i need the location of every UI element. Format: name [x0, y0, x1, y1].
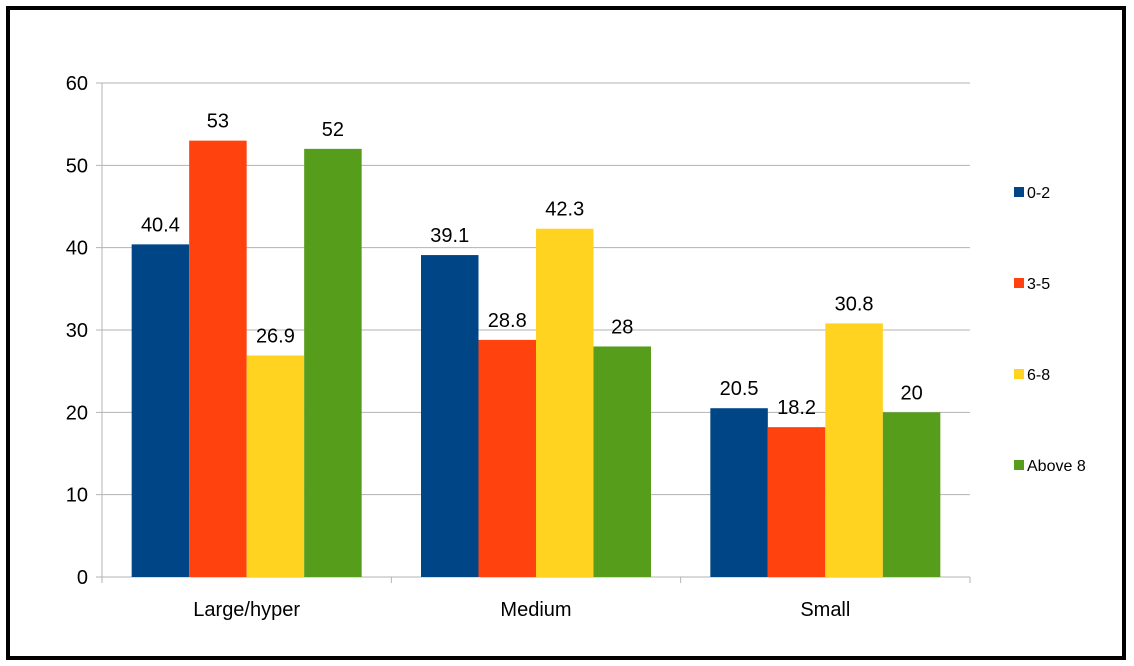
data-labels: 40.4 53 26.9 52 39.1 28.8 42.3 28 20.5 18.2 30.8 20: [141, 111, 923, 420]
bar-0-2: [246, 355, 305, 577]
legend-swatch-2: [1014, 369, 1024, 379]
data-label-1-1: 28.8: [488, 310, 527, 332]
data-label-0-0: 40.4: [141, 214, 180, 236]
legend-swatch-3: [1014, 460, 1024, 470]
data-label-1-2: 42.3: [545, 199, 584, 221]
bar-0-1: [189, 140, 247, 577]
y-tick-label-0: 0: [77, 567, 88, 589]
bar-1-3: [593, 346, 651, 577]
data-label-2-2: 30.8: [835, 293, 874, 315]
y-tick-label-50: 50: [66, 155, 88, 177]
x-tick-label-2: Small: [800, 599, 850, 621]
bar-2-2: [825, 323, 883, 577]
bar-2-3: [882, 412, 941, 577]
legend: 0-2 3-5 6-8 Above 8: [1014, 185, 1086, 475]
legend-swatch-1: [1014, 278, 1024, 288]
y-tick-label-40: 40: [66, 238, 88, 260]
legend-label-1: 3-5: [1027, 276, 1050, 293]
data-label-2-3: 20: [900, 382, 922, 404]
y-tick-label-10: 10: [66, 485, 88, 507]
x-tick-label-0: Large/hyper: [193, 599, 300, 621]
chart-frame: 0 10 20 30 40 50 60 Large/hyper Medium Small 40.4…: [6, 6, 1126, 660]
bar-chart: 0 10 20 30 40 50 60 Large/hyper Medium Small 40.4…: [66, 73, 1086, 621]
bar-1-2: [536, 228, 594, 578]
legend-label-3: Above 8: [1027, 458, 1086, 475]
bar-1-1: [478, 339, 536, 577]
data-label-1-3: 28: [611, 316, 633, 338]
bar-0-3: [304, 148, 362, 577]
data-label-0-1: 53: [207, 111, 229, 133]
data-label-2-1: 18.2: [777, 397, 816, 419]
data-label-2-0: 20.5: [720, 378, 759, 400]
bar-2-1: [767, 427, 826, 577]
bars: [131, 140, 941, 578]
x-tick-label-1: Medium: [500, 599, 571, 621]
legend-swatch-0: [1014, 187, 1024, 197]
data-label-0-3: 52: [322, 119, 344, 141]
bar-2-0: [710, 408, 768, 577]
legend-label-0: 0-2: [1027, 185, 1050, 202]
y-tick-label-30: 30: [66, 320, 88, 342]
data-label-1-0: 39.1: [430, 225, 469, 247]
y-tick-label-20: 20: [66, 402, 88, 424]
data-label-0-2: 26.9: [256, 326, 295, 348]
axes: 0 10 20 30 40 50 60 Large/hyper Medium Small: [66, 73, 971, 621]
bar-1-0: [421, 255, 479, 577]
legend-label-2: 6-8: [1027, 367, 1050, 384]
bar-0-0: [131, 244, 190, 577]
y-tick-label-60: 60: [66, 73, 88, 95]
